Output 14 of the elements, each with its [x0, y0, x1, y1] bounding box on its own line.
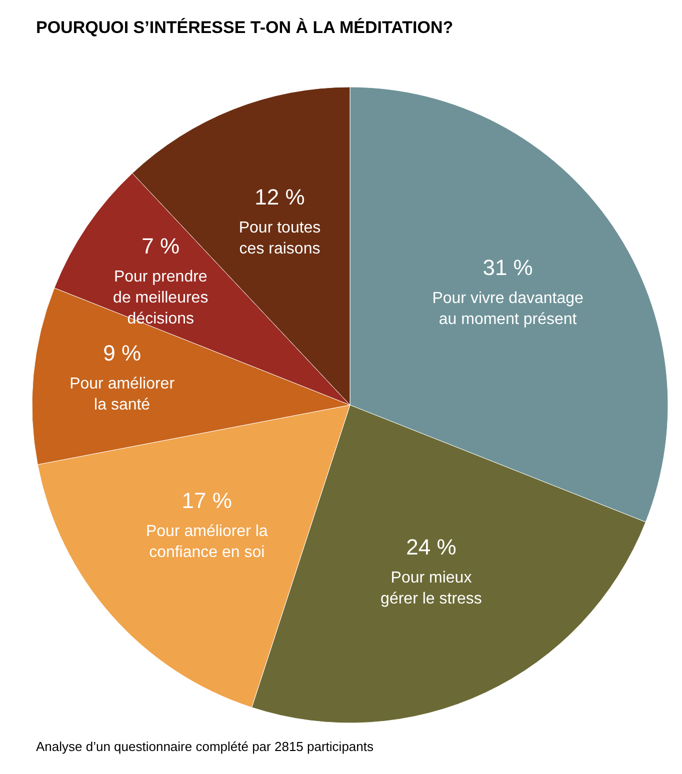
slice-label: Pour toutes ces raisons	[238, 220, 321, 258]
slice-label: Pour prendre de meilleures décisions	[113, 268, 208, 328]
data-label: 31 %	[482, 254, 533, 280]
slice-label: Pour améliorer la santé	[70, 375, 176, 414]
data-label: 24 %	[406, 534, 456, 560]
slice-label: Pour vivre davantage au moment présent	[432, 290, 584, 328]
slice-label: Pour améliorer la confiance en soi	[146, 523, 268, 562]
data-label: 9 %	[103, 340, 142, 366]
data-label: 12 %	[254, 184, 305, 210]
chart-title: POURQUOI S’INTÉRESSE T-ON À LA MÉDITATION?	[36, 17, 454, 37]
data-label: 7 %	[142, 233, 180, 258]
data-label: 17 %	[182, 488, 232, 514]
slice-label: Pour mieux gérer le stress	[380, 570, 482, 608]
text: Analyse d’un questionnaire complété par 2815 participants	[36, 739, 374, 754]
